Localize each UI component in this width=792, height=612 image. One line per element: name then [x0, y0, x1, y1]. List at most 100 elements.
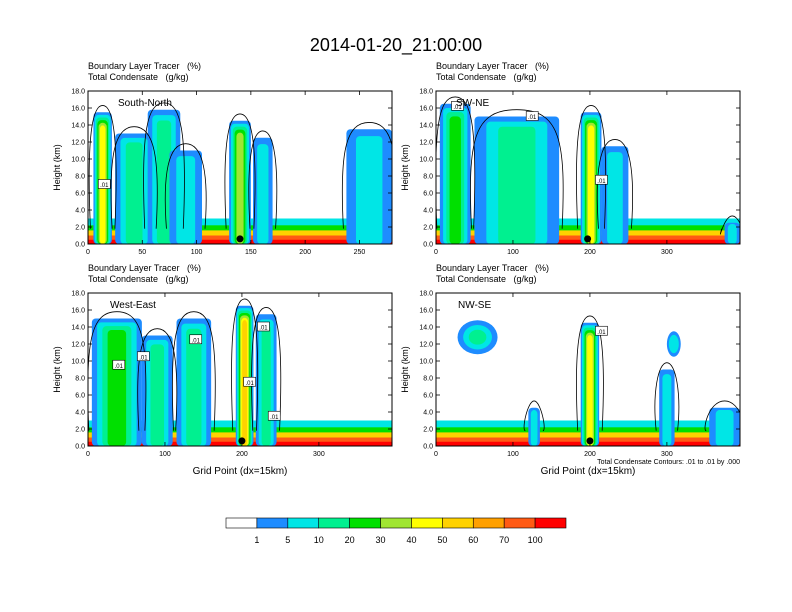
colorbar-cell: [349, 517, 381, 529]
condensate-contour: [248, 130, 278, 229]
y-axis-label: Height (km): [52, 346, 62, 393]
y-tick-label: 18.0: [419, 291, 433, 298]
contour-label: .01: [597, 330, 606, 336]
x-tick-label: 200: [236, 451, 248, 458]
colorbar-cell: [287, 517, 320, 529]
colorbar: 1 5 10 20 30 40 50 60 70 100: [225, 517, 567, 545]
condensate-contour: [224, 113, 256, 229]
y-tick-label: 0.0: [75, 444, 85, 451]
x-tick-label: 300: [313, 451, 325, 458]
x-tick-label: 300: [661, 451, 673, 458]
condensate-contour: [654, 362, 680, 431]
x-tick-label: 0: [86, 451, 90, 458]
y-tick-label: 14.0: [419, 123, 433, 130]
colorbar-label: 20: [345, 535, 355, 545]
panel-title-line1: Boundary Layer Tracer (%): [436, 263, 549, 273]
panel-title-line1: Boundary Layer Tracer (%): [88, 263, 201, 273]
condensate-contour: [704, 400, 740, 432]
column-6-shade: [355, 136, 383, 244]
x-tick-label: 0: [86, 249, 90, 256]
y-tick-label: 8.0: [75, 174, 85, 181]
panel-2: .01 .01 .01 .01 .01 .01 0.0 2.0 4.0 6.0 8.0 10.0 12.…: [52, 263, 393, 477]
x-tick-label: 0: [434, 451, 438, 458]
contour-label-box: [595, 174, 608, 185]
contour-label: .01: [453, 105, 462, 111]
contour-label: .01: [259, 326, 268, 332]
colorbar-label: 60: [468, 535, 478, 545]
panels: .01 0.0 2.0 4.0 6.0 8.0 10.0 12.0 14.0 16.0 18.0 0 5…: [52, 61, 741, 477]
y-tick-label: 4.0: [75, 410, 85, 417]
x-tick-label: 100: [507, 249, 519, 256]
column-4-shade: [261, 324, 271, 446]
y-tick-label: 8.0: [423, 174, 433, 181]
colorbar-cell: [442, 517, 474, 529]
x-tick-label: 250: [354, 249, 366, 256]
y-tick-label: 2.0: [75, 427, 85, 434]
panel-title-line2: Total Condensate (g/kg): [88, 274, 189, 284]
panel-3: .01 0.0 2.0 4.0 6.0 8.0 10.0 12.0 14.0 16.0 18.0 0 1…: [400, 263, 741, 477]
y-tick-label: 4.0: [423, 410, 433, 417]
y-tick-label: 14.0: [71, 325, 85, 332]
blob-1-shade: [668, 334, 679, 354]
y-tick-label: 10.0: [71, 157, 85, 164]
colorbar-cell: [225, 517, 258, 529]
contour-label-box: [525, 111, 539, 121]
column-0-shade: [107, 329, 127, 446]
column-4-shade: [727, 224, 737, 244]
colorbar-cell: [503, 517, 536, 529]
y-tick-label: 0.0: [423, 242, 433, 249]
column-4-shade: [236, 132, 244, 244]
x-axis-label: Grid Point (dx=15km): [193, 466, 288, 477]
panel-label: West-East: [110, 300, 156, 311]
column-2-shade: [156, 120, 172, 244]
contour-label: .01: [115, 364, 124, 370]
y-tick-label: 8.0: [423, 376, 433, 383]
condensate-contour: [143, 102, 185, 229]
condensate-contour: [523, 400, 545, 432]
y-tick-label: 12.0: [419, 342, 433, 349]
condensate-contour: [576, 105, 607, 229]
x-tick-label: 100: [507, 451, 519, 458]
colorbar-label: 50: [437, 535, 447, 545]
contour-label: .01: [100, 183, 109, 189]
colorbar-cell: [534, 517, 567, 529]
column-1-shade: [530, 410, 538, 446]
colorbar-label: 100: [528, 535, 543, 545]
y-tick-label: 6.0: [75, 393, 85, 400]
panel-title-line2: Total Condensate (g/kg): [436, 274, 537, 284]
condensate-contour: [719, 215, 740, 235]
contour-label-box: [97, 179, 111, 189]
condensate-contour: [137, 328, 178, 431]
condensate-contour: [231, 298, 259, 431]
colorbar-label: 70: [499, 535, 509, 545]
location-marker: [236, 235, 244, 243]
y-axis-label: Height (km): [400, 144, 410, 191]
column-2-shade: [587, 125, 595, 244]
contour-label-box: [137, 351, 150, 362]
column-3-shade: [607, 152, 623, 244]
contour-label-box: [257, 321, 270, 332]
contour-label: .01: [139, 355, 148, 361]
panel-label: SW-NE: [456, 98, 489, 109]
colorbar-label: 40: [406, 535, 416, 545]
location-marker: [586, 437, 594, 445]
condensate-contour: [88, 105, 117, 229]
colorbar-label: 10: [314, 535, 324, 545]
x-tick-label: 200: [299, 249, 311, 256]
condensate-contour: [470, 109, 564, 229]
y-tick-label: 14.0: [71, 123, 85, 130]
x-tick-label: 200: [584, 249, 596, 256]
contour-note: Total Condensate Contours: .01 to .01 by…: [597, 459, 740, 466]
y-axis-label: Height (km): [400, 346, 410, 393]
column-5-shade: [257, 144, 269, 244]
colorbar-label: 1: [254, 535, 259, 545]
y-tick-label: 16.0: [419, 308, 433, 315]
panel-0: .01 0.0 2.0 4.0 6.0 8.0 10.0 12.0 14.0 16.0 18.0 0 5…: [52, 61, 393, 256]
plot-frame: [87, 90, 393, 245]
colorbar-cell: [380, 517, 412, 529]
contour-label: .01: [270, 415, 279, 421]
x-tick-label: 150: [245, 249, 257, 256]
panel-title-line2: Total Condensate (g/kg): [436, 72, 537, 82]
colorbar-cell: [472, 517, 505, 529]
